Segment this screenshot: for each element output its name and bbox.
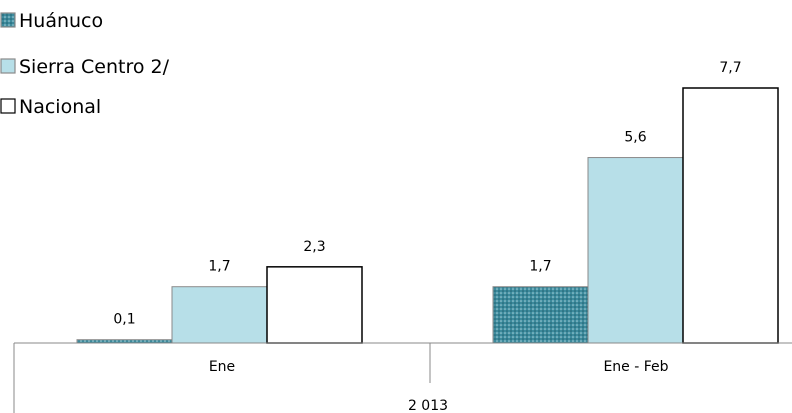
legend-swatch-sierra-centro-2 [0,58,16,74]
bar-sierra-centro-2-ene [171,286,268,344]
bar-sierra-centro-2-ene-feb [587,157,684,344]
x-tick-label-ene-feb: Ene - Feb [603,359,668,375]
legend-swatch-nacional [0,98,16,114]
bar-huanuco-ene-feb [492,286,589,344]
data-label-sierra-centro-2-ene-feb: 5,6 [624,130,646,146]
x-tick-label-ene: Ene [209,359,235,375]
legend-swatch-huanuco [0,12,16,28]
x-axis: Ene Ene - Feb 2 013 [13,342,792,413]
bars [76,87,779,344]
data-label-sierra-centro-2-ene: 1,7 [208,259,230,275]
data-label-huanuco-ene-feb: 1,7 [529,259,551,275]
data-label-nacional-ene: 2,3 [303,239,325,255]
x-group-label: 2 013 [408,398,448,413]
legend-label-nacional: Nacional [19,96,101,118]
data-label-huanuco-ene: 0,1 [113,312,135,328]
legend-label-huanuco: Huánuco [19,10,103,32]
legend: Huánuco Sierra Centro 2/Nacional [0,10,170,118]
bar-nacional-ene-feb [682,87,779,344]
data-labels: 0,1 1,7 1,7 5,6 2,3 7,7 [113,60,741,328]
bar-nacional-ene [266,266,363,344]
legend-label-sierra-centro-2: Sierra Centro 2/ [19,56,170,78]
data-label-nacional-ene-feb: 7,7 [719,60,741,76]
